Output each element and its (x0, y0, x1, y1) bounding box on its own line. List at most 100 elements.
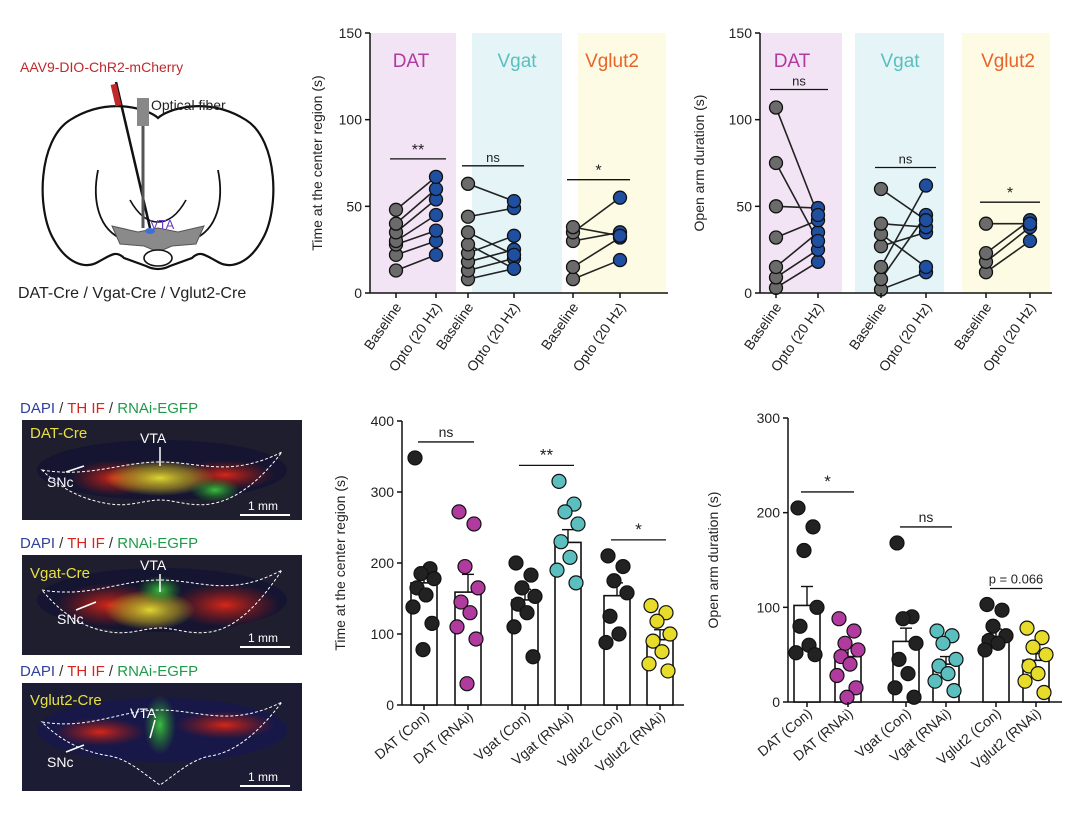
baseline-point (768, 259, 784, 275)
data-point (662, 626, 678, 642)
opto-point (918, 259, 934, 275)
data-point (1017, 673, 1033, 689)
data-point (525, 649, 541, 665)
data-point (568, 575, 584, 591)
histology-line-label: DAT-Cre (30, 425, 87, 442)
data-point (839, 689, 855, 705)
data-point (449, 619, 465, 635)
paired-chart-opto_open_arm: 0 50 100 150 Open arm duration (s) DAT ns Basel… (691, 25, 1052, 374)
y-tick-label: 100 (371, 626, 395, 642)
data-point (615, 558, 631, 575)
baseline-point (565, 259, 581, 275)
paired-chart-opto_center: 0 50 100 150 Time at the center region (s) DA… (309, 25, 668, 374)
data-point (807, 647, 823, 663)
scale-bar-label: 1 mm (248, 499, 278, 513)
data-point (927, 673, 943, 689)
significance-label: p = 0.066 (989, 571, 1044, 586)
opto-point (428, 223, 444, 238)
baseline-point (460, 225, 476, 240)
opto-point (506, 228, 522, 243)
y-tick-label: 50 (736, 198, 752, 214)
significance-label: ns (792, 74, 806, 89)
data-point (641, 656, 657, 672)
opto-point (428, 207, 444, 223)
scale-bar-label: 1 mm (248, 631, 278, 645)
pair-line (395, 198, 437, 233)
histology-image-vglut2: Vglut2-Cre VTA SNc 1 mm (22, 683, 302, 791)
opto-point (918, 178, 934, 193)
y-tick-label: 100 (729, 112, 753, 128)
baseline-point (978, 245, 994, 261)
histology-snc-label: SNc (47, 754, 73, 770)
data-point (1038, 647, 1054, 663)
x-tick-label: Vglut2 (RNAi) (968, 705, 1044, 772)
y-tick-label: 300 (371, 484, 395, 500)
y-axis-label: Open arm duration (s) (705, 492, 721, 629)
significance-label: ns (439, 424, 454, 440)
significance-label: ns (486, 150, 500, 165)
histology-snc-label: SNc (47, 474, 73, 490)
data-point (837, 635, 853, 651)
opto-point (810, 207, 826, 223)
data-point (946, 683, 962, 699)
pair-line (467, 207, 515, 218)
baseline-point (565, 271, 581, 287)
optical-fiber-icon (137, 98, 149, 126)
data-point (405, 599, 421, 615)
data-point (519, 605, 535, 621)
legend-sep: / (105, 400, 118, 417)
data-point (514, 580, 530, 596)
data-point (990, 635, 1006, 651)
pair-line (775, 261, 819, 289)
pair-line (395, 214, 437, 242)
data-point (908, 635, 924, 651)
significance-label: * (595, 163, 601, 180)
data-point (977, 642, 993, 658)
baseline-point (565, 219, 581, 235)
pair-line (572, 236, 621, 268)
data-point (1036, 684, 1052, 701)
data-point (805, 519, 821, 535)
data-point (413, 566, 429, 582)
pair-line (775, 162, 819, 242)
opto-point (1022, 216, 1038, 231)
data-point (527, 588, 543, 604)
data-point (426, 571, 442, 587)
group-title: Vglut2 (981, 51, 1035, 72)
significance-label: * (824, 472, 831, 491)
opto-point (506, 193, 522, 209)
data-point (654, 644, 670, 660)
schematic-vta-label: VTA (150, 217, 175, 232)
data-point (935, 635, 951, 651)
data-point (424, 615, 440, 631)
group-title: Vglut2 (585, 51, 639, 72)
pair-line (880, 222, 927, 228)
y-axis-label: Time at the center region (s) (309, 75, 325, 250)
data-point (523, 567, 539, 583)
histology-vta-label: VTA (130, 705, 157, 721)
data-point (466, 516, 482, 532)
pair-line (572, 197, 621, 233)
x-tick-label: Baseline (951, 299, 995, 352)
data-point (562, 549, 578, 565)
data-point (891, 651, 907, 668)
data-point (979, 596, 995, 613)
data-point (940, 665, 956, 682)
data-point (645, 633, 661, 649)
data-point (606, 573, 622, 589)
significance-label: * (1007, 185, 1013, 202)
opto-point (428, 247, 444, 263)
legend-line-2: DAPI / TH IF / RNAi-EGFP (20, 535, 198, 552)
pair-line (775, 248, 819, 279)
data-point (1019, 620, 1035, 636)
pair-line (467, 267, 515, 280)
baseline-point (460, 237, 476, 252)
opto-point (810, 254, 826, 269)
legend-egfp: RNAi-EGFP (117, 400, 198, 417)
group-title: Vgat (497, 51, 537, 72)
data-point (611, 626, 627, 642)
opto-point (1022, 233, 1038, 249)
group-background (370, 33, 456, 293)
data-point (506, 619, 522, 635)
